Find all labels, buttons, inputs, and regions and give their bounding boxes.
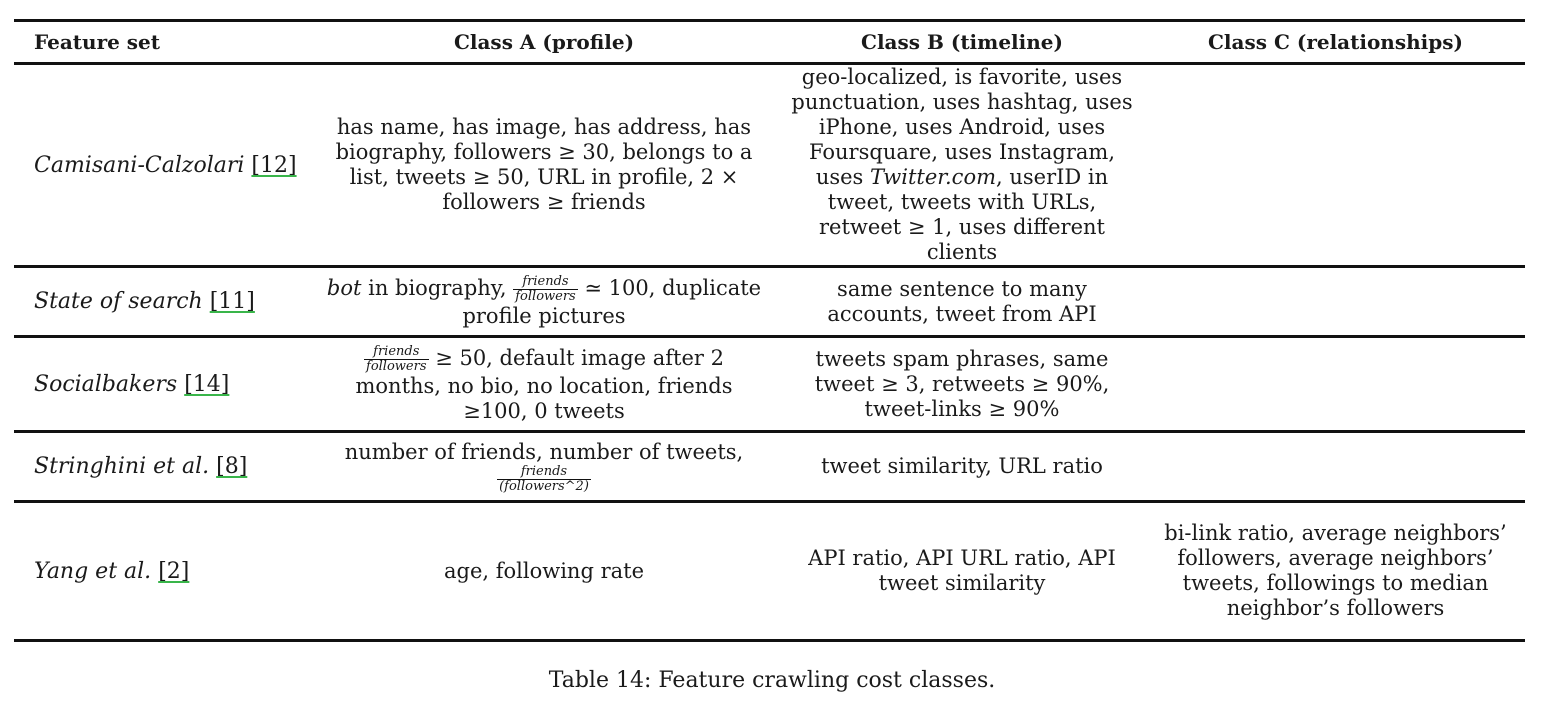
fraction-denominator: followers xyxy=(366,358,427,374)
feature-set-name: Stringhini et al. xyxy=(34,454,210,479)
header-feature-set: Feature set xyxy=(14,19,310,65)
feature-set-cell: Socialbakers [14] xyxy=(14,336,310,433)
fraction-numerator: friends xyxy=(513,274,578,290)
class-a-cell: number of friends, number of tweets, fri… xyxy=(310,431,778,503)
class-c-cell xyxy=(1146,63,1525,268)
citation-link[interactable]: [11] xyxy=(209,289,255,314)
citation-link[interactable]: [12] xyxy=(251,152,297,178)
class-b-text-post: , userID in tweet, tweets with URLs, ret… xyxy=(819,165,1109,264)
class-a-text: number of friends, number of tweets, xyxy=(344,439,744,464)
class-b-cell: API ratio, API URL ratio, API tweet simi… xyxy=(778,501,1146,642)
class-c-cell xyxy=(1146,431,1525,503)
feature-set-name: Camisani-Calzolari xyxy=(34,152,245,178)
feature-set-cell: Camisani-Calzolari [12] xyxy=(14,63,310,268)
header-class-a: Class A (profile) xyxy=(310,19,778,65)
table-row: Socialbakers [14] friends followers ≥ 50,… xyxy=(14,336,1525,433)
table-row: Yang et al. [2] age, following rate API … xyxy=(14,501,1525,642)
feature-set-name: Socialbakers xyxy=(34,371,178,397)
class-a-cell: friends followers ≥ 50, default image aft… xyxy=(310,336,778,433)
table-row: State of search [11] bot in biography, f… xyxy=(14,266,1525,338)
fraction-numerator: friends xyxy=(364,344,429,360)
class-b-italic: Twitter.com xyxy=(870,165,996,189)
class-a-italic: bot xyxy=(326,275,362,300)
header-class-b: Class B (timeline) xyxy=(778,19,1146,65)
class-a-text: in biography, xyxy=(361,275,507,300)
fraction: friends (followers^2) xyxy=(497,464,591,494)
fraction-numerator: friends xyxy=(497,464,591,480)
feature-set-cell: State of search [11] xyxy=(14,266,310,338)
class-a-text-post: ≃ 100, duplicate profile pictures xyxy=(462,275,762,328)
header-class-c: Class C (relationships) xyxy=(1146,19,1525,65)
table-row: Camisani-Calzolari [12] has name, has im… xyxy=(14,63,1525,268)
class-b-cell: geo-localized, is favorite, uses punctua… xyxy=(778,63,1146,268)
class-a-text-post: ≥ 50, default image after 2 months, no b… xyxy=(355,345,733,423)
class-b-text: geo-localized, is favorite, uses punctua… xyxy=(791,65,1133,189)
fraction: friends followers xyxy=(364,344,429,374)
fraction-denominator: followers xyxy=(515,288,576,304)
feature-set-cell: Stringhini et al. [8] xyxy=(14,431,310,503)
citation-link[interactable]: [2] xyxy=(158,558,190,584)
citation-link[interactable]: [8] xyxy=(216,454,248,479)
class-a-cell: has name, has image, has address, has bi… xyxy=(310,63,778,268)
class-a-cell: age, following rate xyxy=(310,501,778,642)
feature-set-name: State of search xyxy=(34,289,203,314)
class-c-cell: bi-link ratio, average neighbors’ follow… xyxy=(1146,501,1525,642)
class-a-cell: bot in biography, friends followers ≃ 100… xyxy=(310,266,778,338)
feature-cost-table: Feature set Class A (profile) Class B (t… xyxy=(14,19,1525,642)
citation-link[interactable]: [14] xyxy=(184,371,230,397)
table-caption: Table 14: Feature crawling cost classes. xyxy=(548,668,996,693)
class-b-cell: same sentence to many accounts, tweet fr… xyxy=(778,266,1146,338)
fraction: friends followers xyxy=(513,274,578,304)
class-b-cell: tweets spam phrases, same tweet ≥ 3, ret… xyxy=(778,336,1146,433)
table-row: Stringhini et al. [8] number of friends,… xyxy=(14,431,1525,503)
class-b-cell: tweet similarity, URL ratio xyxy=(778,431,1146,503)
feature-set-cell: Yang et al. [2] xyxy=(14,501,310,642)
fraction-denominator: (followers^2) xyxy=(499,478,589,494)
class-c-cell xyxy=(1146,266,1525,338)
table-header-row: Feature set Class A (profile) Class B (t… xyxy=(14,19,1525,65)
feature-set-name: Yang et al. xyxy=(34,558,152,584)
class-c-cell xyxy=(1146,336,1525,433)
